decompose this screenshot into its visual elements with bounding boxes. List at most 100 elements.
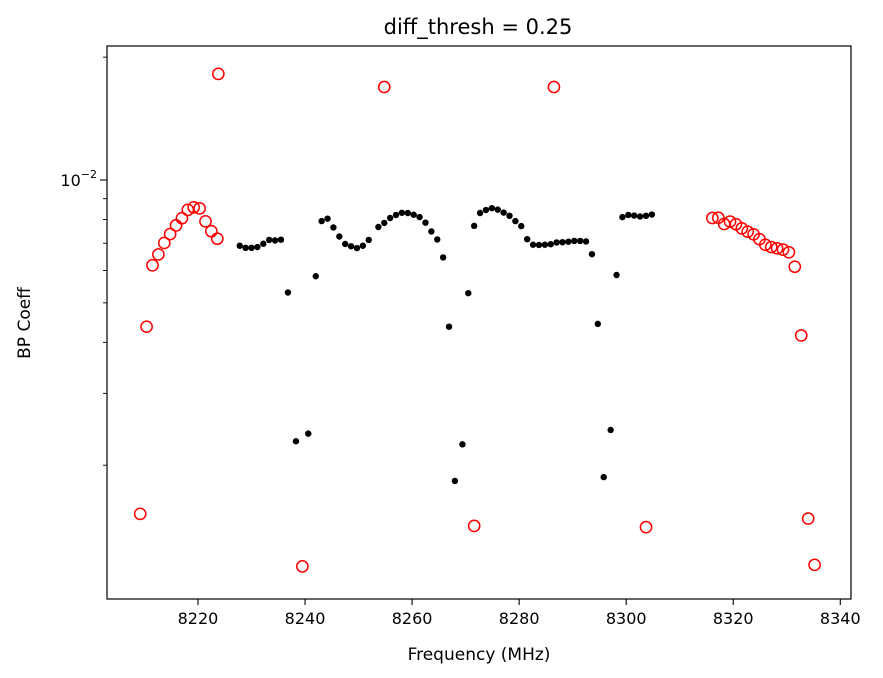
filled-data-point — [404, 209, 412, 217]
filled-data-point — [588, 250, 596, 258]
open-data-point — [199, 214, 212, 228]
filled-data-point — [648, 211, 656, 218]
filled-data-point — [392, 211, 400, 219]
filled-data-point — [277, 236, 285, 243]
y-tick-label: 10−2 — [60, 168, 97, 190]
open-data-point — [808, 558, 821, 572]
filled-marker-series — [236, 204, 656, 485]
filled-data-point — [353, 244, 361, 252]
filled-data-point — [236, 242, 243, 249]
chart-title: diff_thresh = 0.25 — [384, 15, 573, 40]
filled-data-point — [398, 209, 406, 216]
x-tick-label: 8340 — [820, 609, 861, 628]
filled-data-point — [541, 241, 549, 248]
filled-data-point — [470, 222, 478, 230]
open-data-point — [467, 519, 481, 533]
filled-data-point — [248, 244, 255, 252]
open-data-point — [163, 227, 177, 241]
filled-data-point — [347, 243, 355, 250]
filled-data-point — [365, 236, 372, 244]
filled-data-point — [582, 238, 590, 245]
open-data-point — [770, 241, 784, 255]
filled-data-point — [523, 235, 531, 243]
filled-data-point — [625, 211, 632, 219]
open-data-point — [759, 238, 772, 252]
filled-data-point — [422, 219, 429, 226]
open-data-point — [788, 260, 802, 274]
x-tick-label: 8220 — [178, 609, 219, 628]
x-tick-label: 8280 — [499, 609, 540, 628]
filled-data-point — [330, 224, 337, 231]
filled-data-point — [559, 238, 566, 246]
filled-data-point — [312, 273, 319, 280]
filled-data-point — [336, 233, 343, 240]
filled-data-point — [594, 320, 602, 328]
open-data-point — [547, 80, 561, 94]
open-data-point — [776, 243, 790, 256]
filled-data-point — [553, 239, 560, 246]
open-data-point — [639, 520, 653, 534]
open-data-point — [782, 245, 796, 259]
open-data-point — [794, 329, 808, 342]
open-data-point — [706, 211, 719, 225]
filled-data-point — [265, 236, 273, 244]
open-data-point — [175, 211, 189, 225]
x-tick-label: 8260 — [392, 609, 433, 628]
filled-data-point — [631, 212, 638, 219]
filled-data-point — [445, 323, 453, 330]
filled-data-point — [529, 241, 537, 248]
filled-data-point — [359, 242, 367, 249]
open-data-point — [146, 258, 159, 272]
filled-data-point — [260, 240, 267, 247]
filled-data-point — [535, 241, 543, 249]
filled-data-point — [565, 238, 572, 245]
filled-data-point — [488, 204, 496, 212]
filled-data-point — [506, 212, 513, 220]
filled-data-point — [254, 243, 261, 251]
filled-data-point — [547, 241, 554, 248]
open-data-point — [187, 200, 201, 214]
filled-data-point — [607, 426, 614, 434]
filled-data-point — [292, 438, 300, 445]
filled-data-point — [410, 211, 417, 218]
series-layer — [133, 67, 821, 573]
filled-data-point — [476, 209, 484, 217]
filled-data-point — [465, 289, 472, 297]
filled-data-point — [576, 237, 584, 245]
filled-data-point — [636, 213, 644, 220]
x-tick-label: 8300 — [606, 609, 647, 628]
open-data-point — [157, 236, 171, 250]
open-data-point — [193, 202, 206, 215]
open-data-point — [210, 232, 224, 246]
filled-data-point — [500, 209, 507, 216]
filled-data-point — [451, 477, 459, 485]
open-marker-series — [133, 67, 821, 573]
filled-data-point — [318, 217, 325, 225]
filled-data-point — [494, 206, 501, 213]
filled-data-point — [434, 236, 441, 243]
open-data-point — [801, 512, 815, 525]
filled-data-point — [242, 244, 249, 252]
open-data-point — [211, 67, 225, 81]
open-data-point — [377, 80, 391, 94]
open-data-point — [723, 215, 737, 228]
open-data-point — [296, 560, 309, 573]
open-data-point — [764, 240, 778, 254]
filled-data-point — [518, 222, 525, 230]
open-data-point — [152, 248, 165, 261]
filled-data-point — [416, 213, 423, 221]
x-axis-ticks: 8220 8240 8260 8280 8300 8320 8340 — [178, 599, 861, 628]
x-tick-label: 8240 — [285, 609, 326, 628]
filled-data-point — [271, 237, 279, 244]
filled-data-point — [482, 206, 490, 214]
filled-data-point — [613, 271, 620, 279]
filled-data-point — [512, 217, 519, 225]
filled-data-point — [381, 219, 388, 227]
filled-data-point — [619, 213, 626, 221]
axes-frame — [106, 45, 852, 600]
open-data-point — [140, 320, 153, 334]
filled-data-point — [324, 215, 331, 222]
y-axis-label: BP Coeff — [15, 286, 35, 359]
